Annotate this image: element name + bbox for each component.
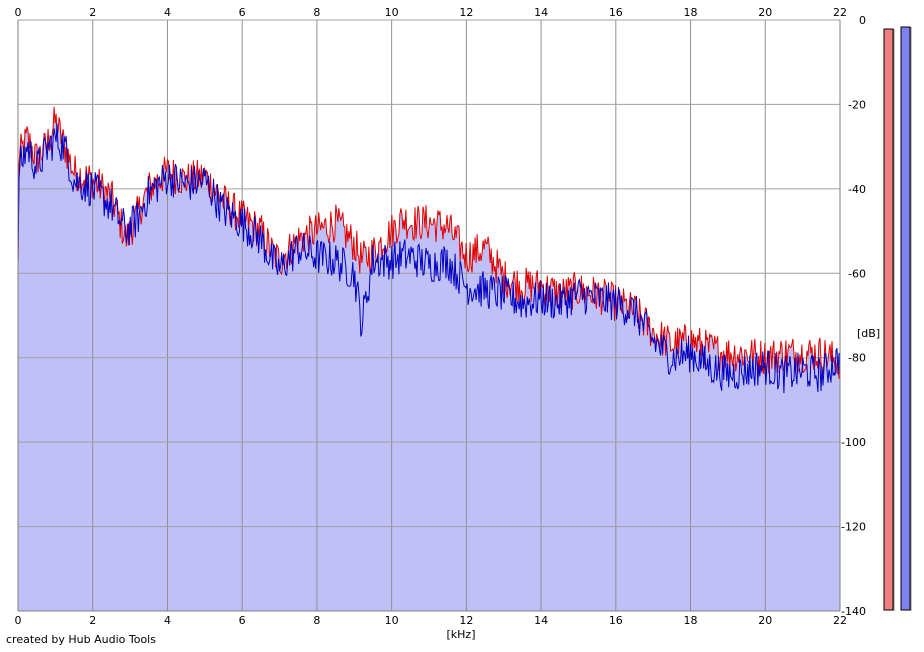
y-tick-140: -140 — [841, 605, 866, 618]
x-tick-bottom-22: 22 — [833, 614, 847, 627]
spectrum-area-fill — [18, 106, 840, 612]
x-tick-bottom-10: 10 — [385, 614, 399, 627]
y-tick-120: -120 — [841, 521, 866, 534]
y-tick-100: -100 — [841, 436, 866, 449]
y-axis-label: [dB] — [857, 327, 880, 340]
x-tick-top-16: 16 — [609, 6, 623, 19]
y-tick-0: 0 — [859, 14, 866, 27]
y-tick-80: -80 — [848, 352, 866, 365]
x-tick-top-6: 6 — [239, 6, 246, 19]
x-tick-bottom-8: 8 — [313, 614, 320, 627]
x-tick-top-22: 22 — [833, 6, 847, 19]
y-tick-60: -60 — [848, 267, 866, 280]
series-lines — [17, 106, 841, 394]
x-tick-top-2: 2 — [89, 6, 96, 19]
level-meter-left — [883, 28, 894, 611]
x-tick-labels-top: 0 2 4 6 8 10 12 14 16 18 20 22 — [15, 6, 848, 19]
x-tick-top-0: 0 — [15, 6, 22, 19]
x-axis-label: [kHz] — [447, 628, 476, 641]
x-tick-bottom-0: 0 — [15, 614, 22, 627]
x-tick-bottom-2: 2 — [89, 614, 96, 627]
grid-lines — [18, 19, 840, 611]
series-line-2 — [17, 123, 841, 394]
x-tick-bottom-4: 4 — [164, 614, 171, 627]
y-tick-40: -40 — [848, 183, 866, 196]
x-tick-bottom-12: 12 — [459, 614, 473, 627]
x-tick-top-12: 12 — [459, 6, 473, 19]
x-tick-top-10: 10 — [385, 6, 399, 19]
x-tick-bottom-18: 18 — [684, 614, 698, 627]
x-tick-top-4: 4 — [164, 6, 171, 19]
x-tick-top-14: 14 — [534, 6, 548, 19]
x-tick-top-20: 20 — [758, 6, 772, 19]
x-tick-top-18: 18 — [684, 6, 698, 19]
y-tick-labels: 0 -20 -40 -60 -80 -100 -120 -140 — [841, 14, 866, 618]
x-tick-bottom-16: 16 — [609, 614, 623, 627]
x-tick-top-8: 8 — [313, 6, 320, 19]
x-tick-bottom-20: 20 — [758, 614, 772, 627]
y-tick-20: -20 — [848, 98, 866, 111]
credit-text: created by Hub Audio Tools — [6, 633, 156, 646]
x-tick-bottom-14: 14 — [534, 614, 548, 627]
x-tick-labels-bottom: 0 2 4 6 8 10 12 14 16 18 20 22 — [15, 614, 848, 627]
x-tick-bottom-6: 6 — [239, 614, 246, 627]
level-meter-right — [900, 26, 911, 611]
